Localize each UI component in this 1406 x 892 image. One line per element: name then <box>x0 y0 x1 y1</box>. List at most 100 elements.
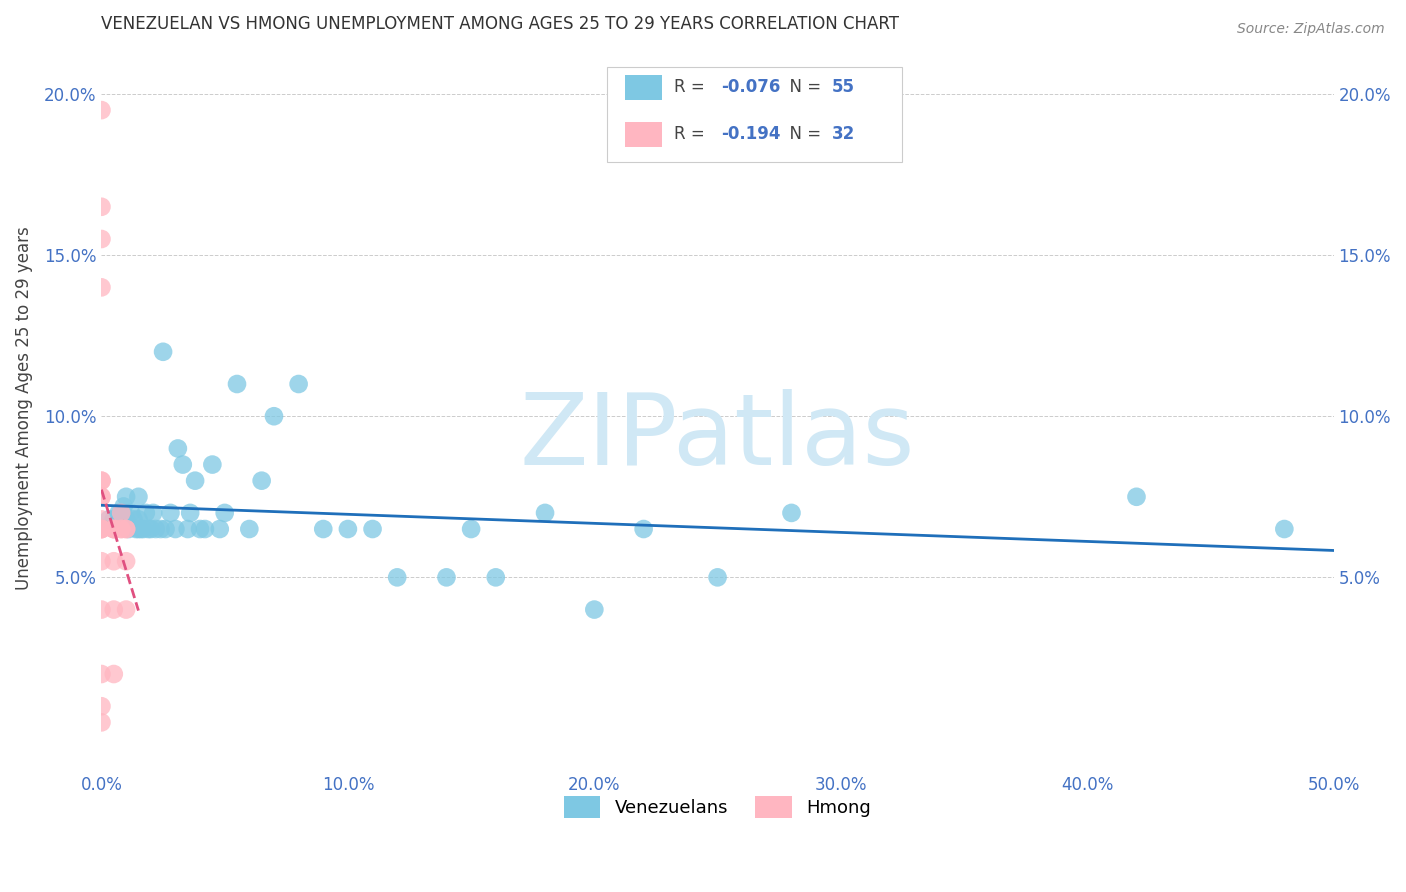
Text: -0.194: -0.194 <box>721 126 780 144</box>
Point <box>90 522 112 536</box>
Point <box>436 570 458 584</box>
Point <box>136 522 159 536</box>
Point <box>312 522 335 536</box>
Point <box>110 522 132 536</box>
Point <box>115 522 138 536</box>
Point <box>177 522 200 536</box>
Text: R =: R = <box>675 78 710 96</box>
Text: ZIPatlas: ZIPatlas <box>520 389 915 485</box>
Point <box>165 522 187 536</box>
Point <box>485 570 508 584</box>
Point <box>90 474 112 488</box>
Point <box>90 699 112 714</box>
Point <box>184 474 207 488</box>
Point <box>90 554 112 568</box>
Point <box>90 232 112 246</box>
Point <box>90 490 112 504</box>
Point <box>112 500 135 514</box>
Point <box>90 522 112 536</box>
Point <box>142 506 165 520</box>
Point <box>159 506 181 520</box>
Point <box>127 490 149 504</box>
Point <box>188 522 211 536</box>
Point <box>287 377 309 392</box>
Point <box>149 522 172 536</box>
Point <box>107 506 129 520</box>
Bar <box>626 75 662 100</box>
Point <box>583 602 606 616</box>
Text: R =: R = <box>675 126 710 144</box>
Point <box>117 522 139 536</box>
Point <box>90 474 112 488</box>
Point <box>103 522 125 536</box>
Point <box>1272 522 1295 536</box>
Point <box>103 667 125 681</box>
Point <box>90 490 112 504</box>
Point <box>127 512 149 526</box>
Point <box>152 344 174 359</box>
Text: N =: N = <box>779 78 827 96</box>
Point <box>103 522 125 536</box>
Point <box>460 522 482 536</box>
Point <box>361 522 384 536</box>
Point <box>90 522 112 536</box>
Point <box>97 512 120 526</box>
Point <box>127 522 149 536</box>
Point <box>135 506 157 520</box>
FancyBboxPatch shape <box>606 68 903 161</box>
Point <box>103 522 125 536</box>
Point <box>336 522 359 536</box>
Point <box>90 280 112 294</box>
Text: 32: 32 <box>832 126 855 144</box>
Bar <box>626 122 662 147</box>
Text: VENEZUELAN VS HMONG UNEMPLOYMENT AMONG AGES 25 TO 29 YEARS CORRELATION CHART: VENEZUELAN VS HMONG UNEMPLOYMENT AMONG A… <box>101 15 900 33</box>
Point <box>90 715 112 730</box>
Text: -0.076: -0.076 <box>721 78 780 96</box>
Point <box>90 103 112 117</box>
Point <box>115 490 138 504</box>
Point <box>110 506 132 520</box>
Point <box>250 474 273 488</box>
Point <box>115 602 138 616</box>
Point <box>139 522 162 536</box>
Point <box>115 554 138 568</box>
Y-axis label: Unemployment Among Ages 25 to 29 years: Unemployment Among Ages 25 to 29 years <box>15 227 32 590</box>
Point <box>780 506 803 520</box>
Point <box>90 512 112 526</box>
Point <box>145 522 167 536</box>
Point <box>103 602 125 616</box>
Point <box>214 506 236 520</box>
Point <box>122 512 145 526</box>
Point <box>103 522 125 536</box>
Point <box>172 458 194 472</box>
Point <box>194 522 217 536</box>
Point <box>90 522 112 536</box>
Point <box>179 506 201 520</box>
Point <box>120 506 142 520</box>
Point <box>238 522 260 536</box>
Text: 55: 55 <box>832 78 855 96</box>
Point <box>110 506 132 520</box>
Point <box>115 522 138 536</box>
Text: N =: N = <box>779 126 827 144</box>
Point <box>1125 490 1147 504</box>
Point <box>90 200 112 214</box>
Point <box>110 522 132 536</box>
Point <box>706 570 728 584</box>
Point <box>103 554 125 568</box>
Text: Source: ZipAtlas.com: Source: ZipAtlas.com <box>1237 22 1385 37</box>
Point <box>263 409 285 424</box>
Point <box>115 512 138 526</box>
Point <box>125 522 148 536</box>
Legend: Venezuelans, Hmong: Venezuelans, Hmong <box>555 787 880 827</box>
Point <box>385 570 408 584</box>
Point <box>534 506 557 520</box>
Point <box>201 458 224 472</box>
Point <box>90 602 112 616</box>
Point <box>226 377 249 392</box>
Point <box>132 522 155 536</box>
Point <box>155 522 177 536</box>
Point <box>633 522 655 536</box>
Point <box>208 522 231 536</box>
Point <box>167 442 190 456</box>
